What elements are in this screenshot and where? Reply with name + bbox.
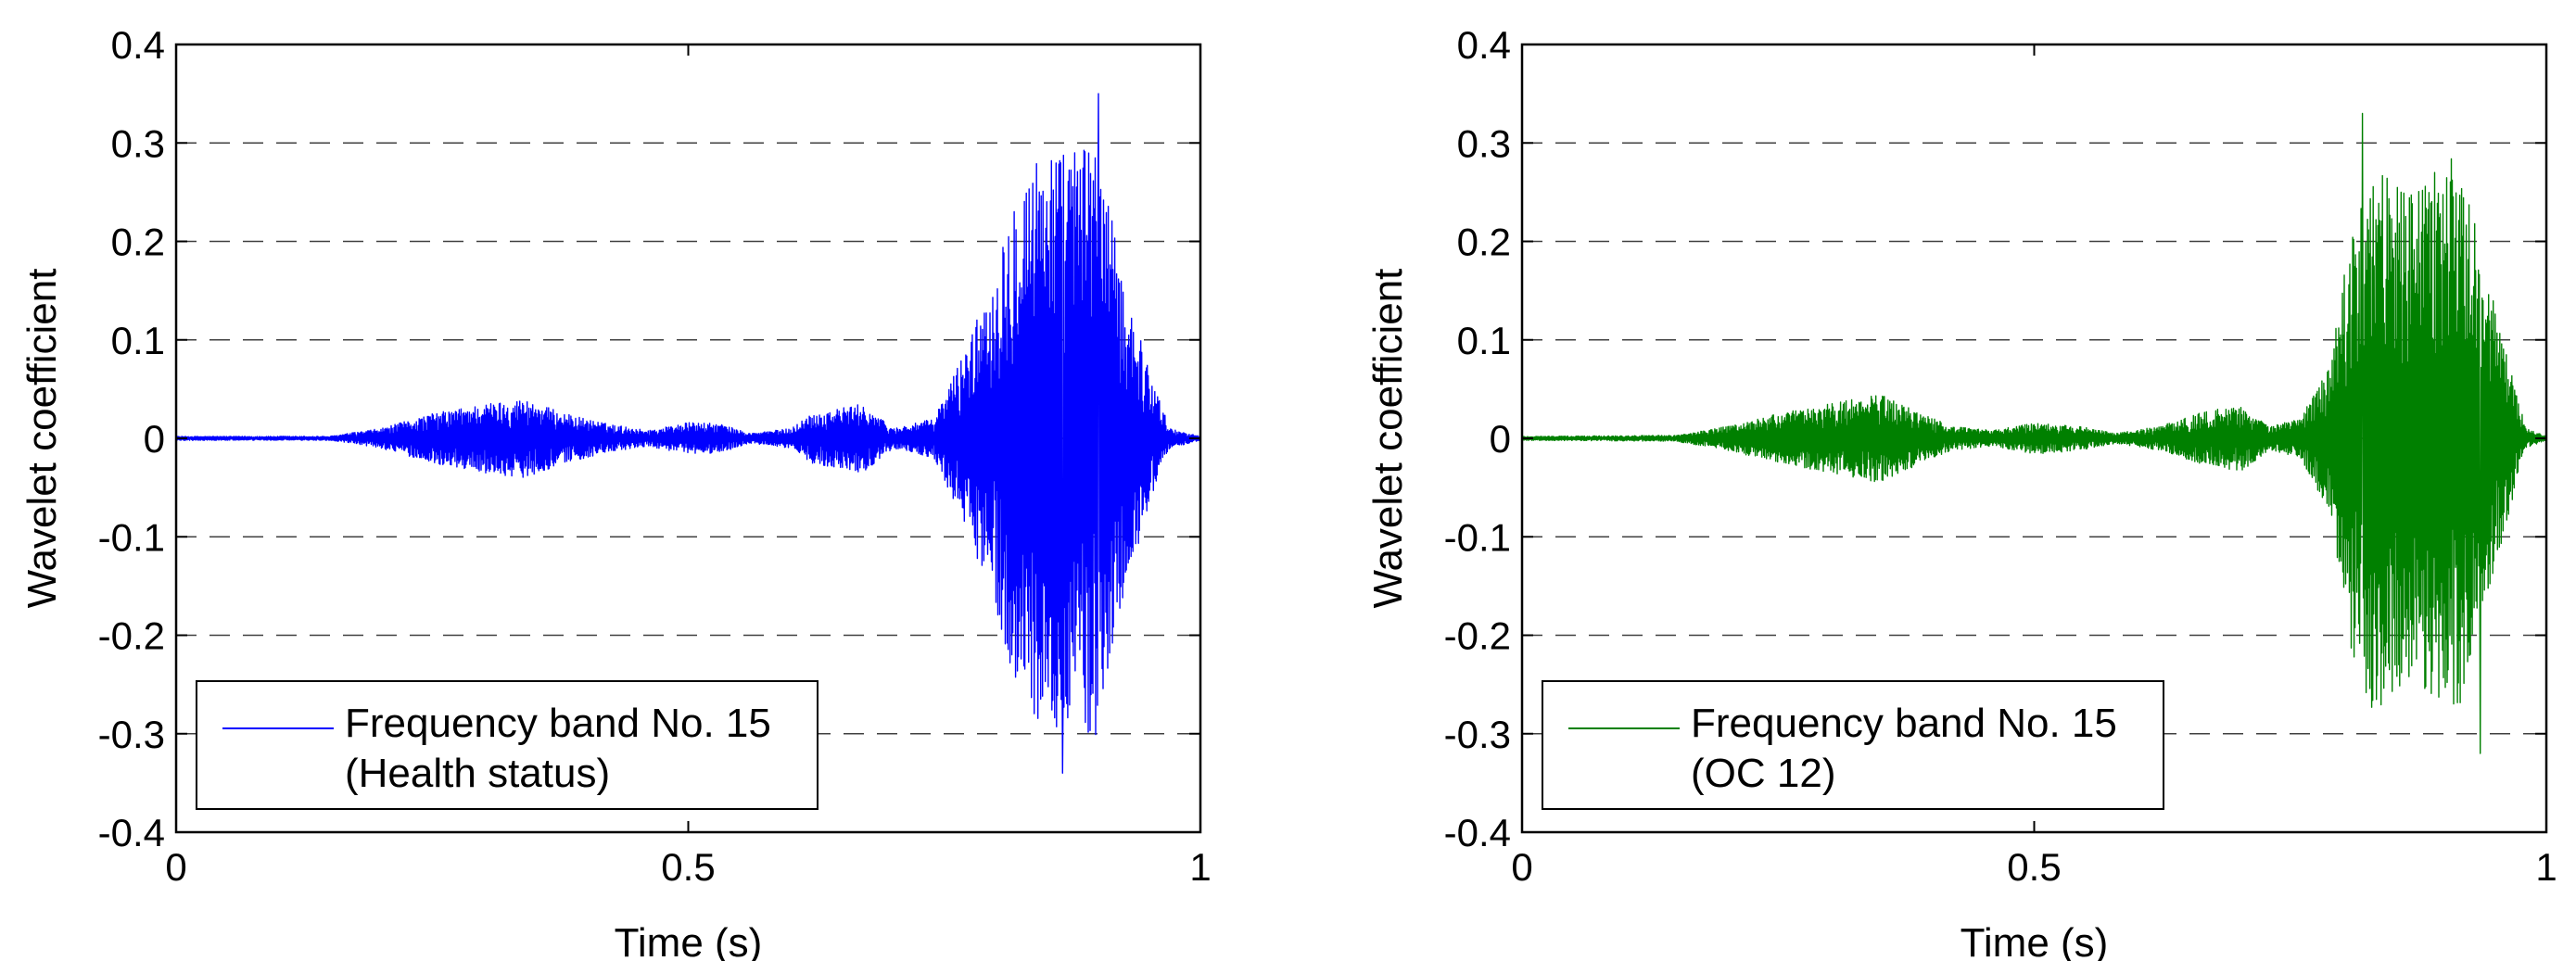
left-x-tick-label: 0.5 [661, 845, 715, 889]
left-y-tick-label: 0.1 [111, 319, 165, 362]
left-legend-label-line2: (Health status) [345, 751, 610, 796]
right-y-tick-label: 0.4 [1457, 23, 1511, 67]
left-x-axis-ticks: 0 0.5 1 [165, 44, 1212, 889]
right-x-tick-label: 1 [2535, 845, 2557, 889]
left-signal-trace [175, 93, 1201, 774]
right-x-axis-label: Time (s) [1961, 920, 2109, 961]
left-y-tick-label: -0.2 [98, 614, 165, 658]
right-y-tick-label: 0.3 [1457, 121, 1511, 165]
right-y-axis-label: Wavelet coefficient [1365, 269, 1411, 609]
left-y-tick-label: -0.4 [98, 811, 165, 854]
left-series-line [175, 93, 1201, 774]
right-y-tick-label: -0.3 [1444, 713, 1511, 756]
right-x-tick-label: 0.5 [2007, 845, 2061, 889]
right-y-tick-label: -0.4 [1444, 811, 1511, 854]
right-chart-panel: 0.40.30.20.10-0.1-0.2-0.3-0.4 0 0.5 1 Time… [1365, 23, 2557, 961]
right-series-line [1521, 112, 2547, 754]
right-legend-label-line1: Frequency band No. 15 [1691, 701, 2117, 746]
left-y-tick-label: 0.3 [111, 121, 165, 165]
left-x-tick-label: 1 [1189, 845, 1211, 889]
left-legend: Frequency band No. 15 (Health status) [196, 680, 818, 810]
right-legend: Frequency band No. 15 (OC 12) [1542, 680, 2164, 810]
right-y-axis-ticks: 0.4 0.3 0.2 0.1 0 -0.1 -0.2 -0.3 -0.4 [1444, 23, 2546, 854]
left-y-tick-label: 0 [144, 417, 165, 461]
right-legend-box [1542, 680, 2164, 810]
right-legend-label-line2: (OC 12) [1691, 751, 1835, 796]
left-x-axis-label: Time (s) [615, 920, 763, 961]
right-signal-trace [1521, 112, 2547, 754]
right-y-tick-label: 0.2 [1457, 221, 1511, 264]
left-y-axis-ticks: 0.4 0.3 0.2 0.1 0 -0.1 -0.2 -0.3 -0.4 [98, 23, 1200, 854]
right-x-tick-label: 0 [1511, 845, 1532, 889]
right-y-tick-label: -0.2 [1444, 614, 1511, 658]
right-y-tick-label: 0 [1490, 417, 1511, 461]
left-y-tick-label: 0.4 [111, 23, 165, 67]
left-y-axis-label: Wavelet coefficient [19, 269, 65, 609]
left-y-tick-label: -0.1 [98, 515, 165, 559]
right-y-tick-label: -0.1 [1444, 515, 1511, 559]
left-legend-label-line1: Frequency band No. 15 [345, 701, 771, 746]
left-x-tick-label: 0 [165, 845, 186, 889]
right-y-tick-label: 0.1 [1457, 319, 1511, 362]
right-x-axis-ticks: 0 0.5 1 [1511, 44, 2557, 889]
left-y-tick-label: -0.3 [98, 713, 165, 756]
left-chart-panel: 0.40.30.20.10-0.1-0.2-0.3-0.4 0 0.5 1 Time… [19, 23, 1212, 961]
left-legend-box [196, 680, 818, 810]
left-y-tick-label: 0.2 [111, 221, 165, 264]
